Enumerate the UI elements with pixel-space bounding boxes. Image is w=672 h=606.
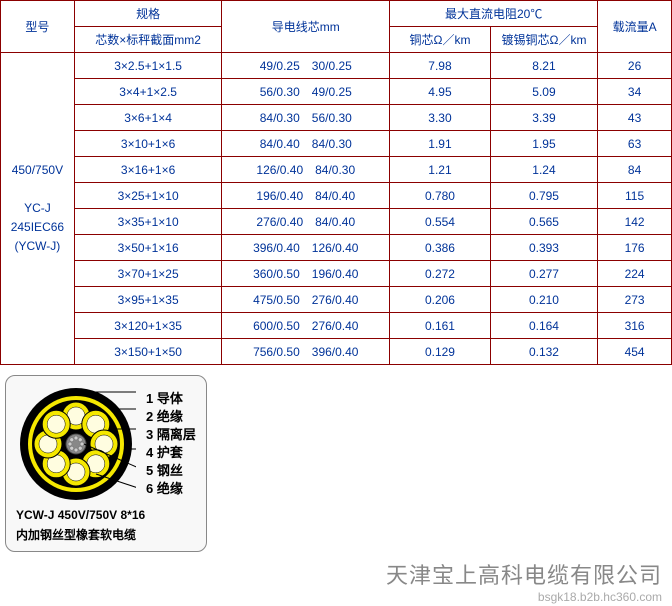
cell-cu: 0.161 bbox=[390, 313, 491, 339]
cell-sn: 3.39 bbox=[490, 105, 597, 131]
th-spec: 规格 bbox=[74, 1, 222, 27]
cell-sn: 1.95 bbox=[490, 131, 597, 157]
cell-core: 196/0.40 84/0.40 bbox=[222, 183, 390, 209]
cable-figure: 1 导体 2 绝缘 3 隔离层 4 护套 5 钢丝 6 绝缘 YCW-J 450… bbox=[5, 375, 207, 552]
th-spec-sub: 芯数×标秤截面mm2 bbox=[74, 27, 222, 53]
table-row: 3×10+1×684/0.40 84/0.301.911.9563 bbox=[1, 131, 672, 157]
cell-cu: 0.129 bbox=[390, 339, 491, 365]
cell-sn: 8.21 bbox=[490, 53, 597, 79]
cell-core: 600/0.50 276/0.40 bbox=[222, 313, 390, 339]
table-row: 3×70+1×25360/0.50 196/0.400.2720.277224 bbox=[1, 261, 672, 287]
table-row: 3×16+1×6126/0.40 84/0.301.211.2484 bbox=[1, 157, 672, 183]
table-row: 3×50+1×16396/0.40 126/0.400.3860.393176 bbox=[1, 235, 672, 261]
table-row: 3×95+1×35475/0.50 276/0.400.2060.210273 bbox=[1, 287, 672, 313]
cell-amp: 26 bbox=[598, 53, 672, 79]
cell-amp: 115 bbox=[598, 183, 672, 209]
cell-amp: 142 bbox=[598, 209, 672, 235]
cell-core: 756/0.50 396/0.40 bbox=[222, 339, 390, 365]
cell-sn: 0.565 bbox=[490, 209, 597, 235]
cell-core: 475/0.50 276/0.40 bbox=[222, 287, 390, 313]
cell-core: 56/0.30 49/0.25 bbox=[222, 79, 390, 105]
cell-spec: 3×70+1×25 bbox=[74, 261, 222, 287]
cell-amp: 454 bbox=[598, 339, 672, 365]
model-cell: 450/750VYC-J245IEC66(YCW-J) bbox=[1, 53, 75, 365]
cell-cu: 0.272 bbox=[390, 261, 491, 287]
cell-cu: 1.21 bbox=[390, 157, 491, 183]
cell-spec: 3×25+1×10 bbox=[74, 183, 222, 209]
cell-amp: 63 bbox=[598, 131, 672, 157]
footer-company: 天津宝上高科电缆有限公司 bbox=[0, 552, 672, 590]
legend-item: 5 钢丝 bbox=[146, 462, 196, 480]
cell-core: 84/0.30 56/0.30 bbox=[222, 105, 390, 131]
cell-cu: 1.91 bbox=[390, 131, 491, 157]
legend-item: 6 绝缘 bbox=[146, 480, 196, 498]
cell-cu: 0.206 bbox=[390, 287, 491, 313]
cell-amp: 176 bbox=[598, 235, 672, 261]
table-row: 3×35+1×10276/0.40 84/0.400.5540.565142 bbox=[1, 209, 672, 235]
legend-item: 2 绝缘 bbox=[146, 408, 196, 426]
cell-spec: 3×150+1×50 bbox=[74, 339, 222, 365]
cell-spec: 3×35+1×10 bbox=[74, 209, 222, 235]
table-row: 3×4+1×2.556/0.30 49/0.254.955.0934 bbox=[1, 79, 672, 105]
cell-sn: 0.277 bbox=[490, 261, 597, 287]
table-row: 3×120+1×35600/0.50 276/0.400.1610.164316 bbox=[1, 313, 672, 339]
cell-spec: 3×16+1×6 bbox=[74, 157, 222, 183]
cell-sn: 0.393 bbox=[490, 235, 597, 261]
cell-spec: 3×95+1×35 bbox=[74, 287, 222, 313]
table-row: 450/750VYC-J245IEC66(YCW-J)3×2.5+1×1.549… bbox=[1, 53, 672, 79]
legend-item: 4 护套 bbox=[146, 444, 196, 462]
cell-core: 126/0.40 84/0.30 bbox=[222, 157, 390, 183]
cable-cross-section bbox=[16, 384, 136, 504]
cable-spec-table: 型号 规格 导电线芯mm 最大直流电阻20℃ 载流量A 芯数×标秤截面mm2 铜… bbox=[0, 0, 672, 365]
th-capacity: 载流量A bbox=[598, 1, 672, 53]
legend: 1 导体 2 绝缘 3 隔离层 4 护套 5 钢丝 6 绝缘 bbox=[146, 390, 196, 498]
cell-sn: 5.09 bbox=[490, 79, 597, 105]
cell-core: 49/0.25 30/0.25 bbox=[222, 53, 390, 79]
cell-spec: 3×50+1×16 bbox=[74, 235, 222, 261]
th-model: 型号 bbox=[1, 1, 75, 53]
cell-spec: 3×120+1×35 bbox=[74, 313, 222, 339]
cell-cu: 3.30 bbox=[390, 105, 491, 131]
cell-sn: 0.132 bbox=[490, 339, 597, 365]
cell-sn: 1.24 bbox=[490, 157, 597, 183]
cell-amp: 273 bbox=[598, 287, 672, 313]
cell-amp: 84 bbox=[598, 157, 672, 183]
table-row: 3×6+1×484/0.30 56/0.303.303.3943 bbox=[1, 105, 672, 131]
legend-item: 3 隔离层 bbox=[146, 426, 196, 444]
cell-amp: 43 bbox=[598, 105, 672, 131]
cell-cu: 0.386 bbox=[390, 235, 491, 261]
cell-spec: 3×10+1×6 bbox=[74, 131, 222, 157]
cell-cu: 0.554 bbox=[390, 209, 491, 235]
legend-item: 1 导体 bbox=[146, 390, 196, 408]
table-row: 3×25+1×10196/0.40 84/0.400.7800.795115 bbox=[1, 183, 672, 209]
th-res-sn: 镀锡铜芯Ω／km bbox=[490, 27, 597, 53]
cell-spec: 3×2.5+1×1.5 bbox=[74, 53, 222, 79]
cell-core: 84/0.40 84/0.30 bbox=[222, 131, 390, 157]
cell-cu: 7.98 bbox=[390, 53, 491, 79]
th-resistance: 最大直流电阻20℃ bbox=[390, 1, 598, 27]
th-res-cu: 铜芯Ω／km bbox=[390, 27, 491, 53]
cell-spec: 3×4+1×2.5 bbox=[74, 79, 222, 105]
cell-core: 396/0.40 126/0.40 bbox=[222, 235, 390, 261]
cell-cu: 0.780 bbox=[390, 183, 491, 209]
cell-sn: 0.164 bbox=[490, 313, 597, 339]
cell-sn: 0.210 bbox=[490, 287, 597, 313]
cell-core: 360/0.50 196/0.40 bbox=[222, 261, 390, 287]
figure-caption-2: 内加钢丝型橡套软电缆 bbox=[16, 526, 196, 543]
cell-cu: 4.95 bbox=[390, 79, 491, 105]
cell-amp: 34 bbox=[598, 79, 672, 105]
cell-amp: 316 bbox=[598, 313, 672, 339]
cell-core: 276/0.40 84/0.40 bbox=[222, 209, 390, 235]
cell-amp: 224 bbox=[598, 261, 672, 287]
table-row: 3×150+1×50756/0.50 396/0.400.1290.132454 bbox=[1, 339, 672, 365]
cell-sn: 0.795 bbox=[490, 183, 597, 209]
figure-caption-1: YCW-J 450V/750V 8*16 bbox=[16, 508, 196, 522]
th-core: 导电线芯mm bbox=[222, 1, 390, 53]
footer-url: bsgk18.b2b.hc360.com bbox=[0, 590, 672, 606]
cell-spec: 3×6+1×4 bbox=[74, 105, 222, 131]
